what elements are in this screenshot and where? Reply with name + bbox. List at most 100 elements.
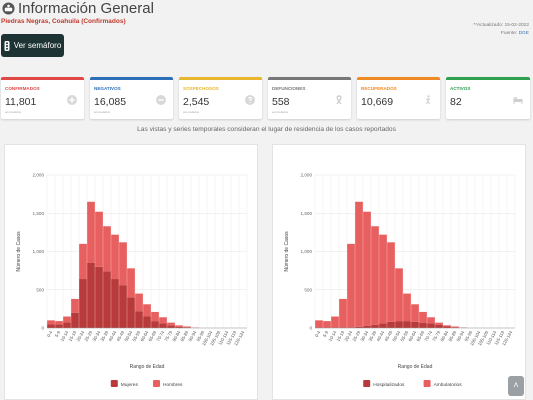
bar-mujeres-5-9[interactable]	[55, 324, 63, 328]
x-tick-label: 15-19	[335, 330, 345, 343]
bar-mujeres-15-19[interactable]	[71, 312, 79, 328]
scroll-top-button[interactable]: ˄	[508, 376, 524, 396]
bar-mujeres-65-69[interactable]	[151, 321, 159, 328]
bar-ambulatorios-50-54[interactable]	[395, 268, 403, 322]
bar-hospitalizados-20-24[interactable]	[347, 327, 355, 328]
bar-ambulatorios-20-24[interactable]	[347, 243, 355, 328]
bar-hombres-0-4[interactable]	[47, 320, 55, 325]
card-label: ACTIVOS	[450, 86, 471, 91]
bar-hombres-75-79[interactable]	[167, 322, 175, 326]
bar-ambulatorios-15-19[interactable]	[339, 298, 347, 328]
y-tick-label: 2,000	[33, 173, 45, 178]
bar-hombres-50-54[interactable]	[127, 268, 135, 298]
bar-hospitalizados-55-59[interactable]	[403, 321, 411, 328]
bar-mujeres-50-54[interactable]	[127, 297, 135, 328]
bar-hospitalizados-65-69[interactable]	[419, 322, 427, 328]
legend-swatch[interactable]	[153, 380, 160, 387]
bar-ambulatorios-0-4[interactable]	[315, 320, 323, 328]
card-defunciones[interactable]: DEFUNCIONES 558 acumulados	[268, 77, 351, 119]
bar-hospitalizados-70-74[interactable]	[427, 323, 435, 328]
x-tick-label: 25-29	[83, 330, 93, 343]
bar-mujeres-45-49[interactable]	[119, 285, 127, 328]
legend-swatch[interactable]	[423, 380, 431, 387]
bar-hospitalizados-35-39[interactable]	[371, 324, 379, 328]
card-recuperados[interactable]: RECUPERADOS 10,669	[357, 77, 440, 119]
bar-hombres-45-49[interactable]	[119, 242, 127, 286]
x-tick-label: 85-89	[179, 330, 189, 343]
card-confirmados[interactable]: CONFIRMADOS 11,801 acumulados	[1, 77, 84, 119]
x-tick-label: 0-4	[46, 330, 54, 338]
card-negativos[interactable]: NEGATIVOS 16,085 acumulados	[90, 77, 173, 119]
bar-hombres-20-24[interactable]	[79, 243, 87, 280]
bar-hombres-80-84[interactable]	[175, 325, 183, 327]
bar-mujeres-25-29[interactable]	[87, 262, 95, 328]
semaforo-button[interactable]: Ver semáforo	[1, 34, 64, 57]
bar-ambulatorios-25-29[interactable]	[355, 201, 363, 327]
card-sospechosos[interactable]: SOSPECHOSOS 2,545 acumulados	[179, 77, 262, 119]
x-tick-label: 40-44	[107, 330, 117, 343]
legend-swatch[interactable]	[110, 380, 118, 387]
x-axis-title: Rango de Edad	[398, 364, 433, 370]
bar-hombres-5-9[interactable]	[55, 321, 63, 325]
source-link[interactable]: DGE	[518, 31, 529, 36]
legend-label[interactable]: Mujeres	[121, 382, 139, 388]
bar-mujeres-85-89[interactable]	[183, 327, 191, 328]
bar-ambulatorios-30-34[interactable]	[363, 211, 371, 326]
bar-hospitalizados-75-79[interactable]	[435, 324, 443, 328]
bar-ambulatorios-65-69[interactable]	[419, 311, 427, 323]
bar-hombres-30-34[interactable]	[95, 211, 103, 267]
bar-hospitalizados-50-54[interactable]	[395, 321, 403, 328]
bar-hombres-10-14[interactable]	[63, 316, 71, 323]
x-tick-label: 95-99	[463, 330, 473, 343]
bar-mujeres-75-79[interactable]	[167, 325, 175, 328]
bar-mujeres-70-74[interactable]	[159, 323, 167, 328]
bar-mujeres-55-59[interactable]	[135, 311, 143, 328]
bar-ambulatorios-5-9[interactable]	[323, 321, 331, 328]
bar-hombres-55-59[interactable]	[135, 293, 143, 312]
bar-ambulatorios-10-14[interactable]	[331, 316, 339, 328]
bar-mujeres-10-14[interactable]	[63, 322, 71, 328]
bar-mujeres-35-39[interactable]	[103, 271, 111, 328]
x-tick-label: 20-24	[75, 330, 85, 343]
bar-hospitalizados-45-49[interactable]	[387, 321, 395, 328]
card-label: DEFUNCIONES	[272, 86, 306, 91]
bar-ambulatorios-35-39[interactable]	[371, 226, 379, 325]
bar-ambulatorios-55-59[interactable]	[403, 293, 411, 322]
bar-ambulatorios-85-89[interactable]	[451, 326, 459, 328]
bar-hombres-15-19[interactable]	[71, 298, 79, 313]
legend-label[interactable]: Hombres	[163, 382, 183, 388]
bar-mujeres-0-4[interactable]	[47, 324, 55, 328]
bar-hospitalizados-40-44[interactable]	[379, 323, 387, 328]
bar-hombres-85-89[interactable]	[183, 326, 191, 328]
source-line: Fuente: DGE	[473, 30, 529, 38]
bar-mujeres-80-84[interactable]	[175, 326, 183, 328]
bar-hospitalizados-25-29[interactable]	[355, 326, 363, 328]
bar-mujeres-30-34[interactable]	[95, 266, 103, 328]
card-value: 11,801	[5, 96, 37, 108]
legend-label[interactable]: Ambulatorios	[434, 382, 463, 388]
bar-mujeres-20-24[interactable]	[79, 279, 87, 328]
bar-ambulatorios-60-64[interactable]	[411, 304, 419, 322]
bar-hombres-60-64[interactable]	[143, 304, 151, 317]
bar-mujeres-40-44[interactable]	[111, 279, 119, 328]
legend-swatch[interactable]	[363, 380, 371, 387]
legend-label[interactable]: Hospitalizados	[373, 382, 405, 388]
bar-ambulatorios-40-44[interactable]	[379, 234, 387, 324]
bar-mujeres-60-64[interactable]	[143, 316, 151, 328]
bar-hombres-65-69[interactable]	[151, 311, 159, 322]
bar-hospitalizados-60-64[interactable]	[411, 321, 419, 328]
bar-hombres-40-44[interactable]	[111, 234, 119, 280]
x-tick-label: 85-89	[447, 330, 457, 343]
bar-hospitalizados-80-84[interactable]	[443, 326, 451, 328]
bar-hombres-25-29[interactable]	[87, 201, 95, 263]
page-title: Información General	[18, 0, 154, 17]
bar-ambulatorios-45-49[interactable]	[387, 242, 395, 322]
bar-hospitalizados-85-89[interactable]	[451, 327, 459, 328]
bar-ambulatorios-75-79[interactable]	[435, 322, 443, 325]
bar-hospitalizados-30-34[interactable]	[363, 325, 371, 328]
bar-hombres-35-39[interactable]	[103, 226, 111, 272]
bar-ambulatorios-80-84[interactable]	[443, 325, 451, 327]
bar-ambulatorios-70-74[interactable]	[427, 317, 435, 324]
card-activos[interactable]: ACTIVOS 82	[446, 77, 530, 119]
bar-hombres-70-74[interactable]	[159, 317, 167, 324]
